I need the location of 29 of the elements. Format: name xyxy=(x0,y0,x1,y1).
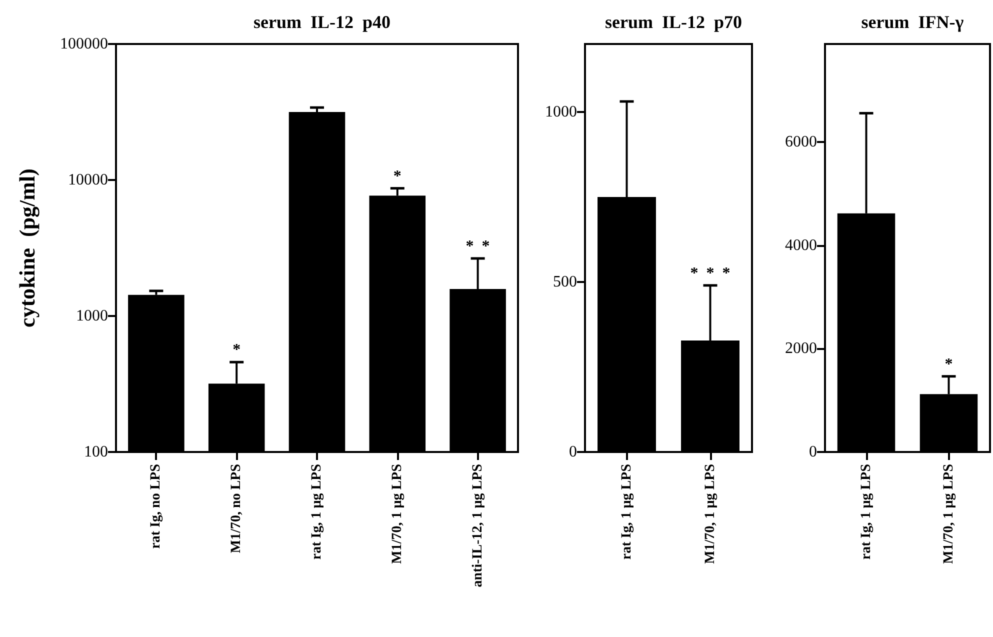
y-tick-label: 0 xyxy=(809,444,817,460)
x-tick-label: M1/70, no LPS xyxy=(229,464,244,554)
y-tick-label: 100000 xyxy=(60,36,108,52)
annotation: * * xyxy=(466,238,490,255)
x-tick-label: M1/70, 1 µg LPS xyxy=(941,464,956,564)
y-tick-label: 6000 xyxy=(785,134,817,151)
x-tick-label: rat Ig, 1 µg LPS xyxy=(619,464,634,560)
x-tick-label: rat Ig, no LPS xyxy=(148,464,164,549)
x-tick-label: rat Ig, 1 µg LPS xyxy=(310,464,324,560)
x-tick-label: M1/70, 1 µg LPS xyxy=(390,464,405,564)
y-tick-label: 4000 xyxy=(785,236,817,254)
y-tick-label: 100 xyxy=(84,444,108,460)
y-tick-label: 1000 xyxy=(76,308,108,324)
y-tick-label: 0 xyxy=(569,444,577,460)
chart-title: serum IL-12 p70 xyxy=(604,12,742,32)
annotation: * xyxy=(944,356,953,373)
y-tick-label: 2000 xyxy=(785,340,817,358)
y-tick-label: 500 xyxy=(553,274,577,290)
chart-title: serum IFN-γ xyxy=(861,12,964,32)
y-axis-title: cytokine (pg/ml) xyxy=(14,168,40,328)
y-tick-label: 10000 xyxy=(68,172,108,188)
annotation: * * * xyxy=(690,264,730,282)
x-tick-label: rat Ig, 1 µg LPS xyxy=(858,464,874,560)
y-tick-label: 1000 xyxy=(545,104,577,120)
x-tick-label: M1/70, 1 µg LPS xyxy=(702,464,718,564)
annotation: * xyxy=(393,168,402,185)
annotation: * xyxy=(232,342,241,359)
chart-title: serum IL-12 p40 xyxy=(253,12,391,32)
x-tick-label: anti-IL-12, 1 µg LPS xyxy=(470,464,486,588)
